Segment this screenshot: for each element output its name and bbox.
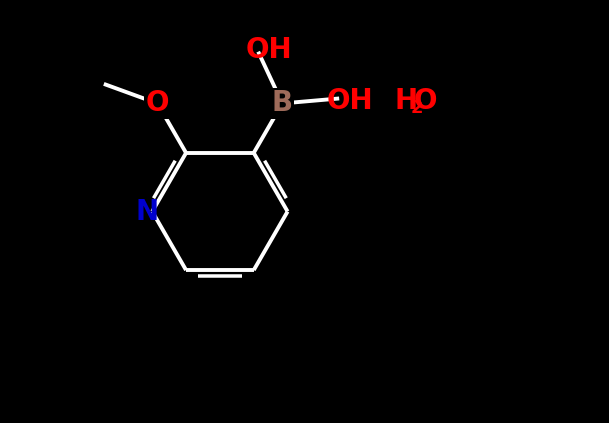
Text: B: B <box>272 89 293 118</box>
Text: 2: 2 <box>410 99 423 117</box>
Text: O: O <box>414 87 437 115</box>
Text: N: N <box>136 198 159 225</box>
Text: OH: OH <box>326 87 373 115</box>
Text: H: H <box>394 87 417 115</box>
Text: O: O <box>146 89 169 118</box>
Text: OH: OH <box>245 36 292 63</box>
